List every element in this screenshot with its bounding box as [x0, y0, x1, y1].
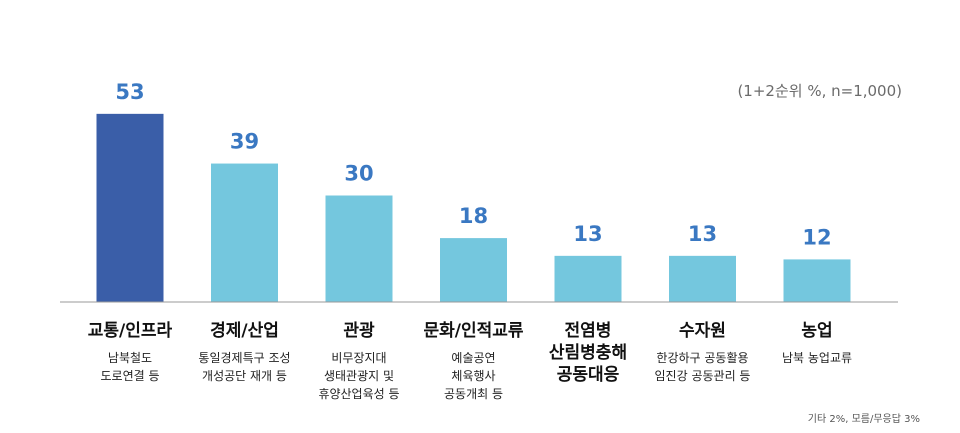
value-label-4: 13	[573, 222, 602, 246]
bar-0	[96, 113, 164, 302]
bar-1	[211, 163, 278, 302]
category-detail-3-2: 공동개최 등	[444, 387, 503, 401]
category-detail-6-0: 남북 농업교류	[782, 351, 852, 365]
category-detail-1-1: 개성공단 재개 등	[202, 369, 287, 383]
category-label-0: 교통/인프라	[88, 321, 173, 341]
category-label-2: 관광	[343, 321, 375, 341]
footnote: 기타 2%, 모름/무응답 3%	[807, 414, 920, 425]
value-label-3: 18	[459, 204, 488, 228]
value-label-0: 53	[115, 80, 144, 104]
category-label-5: 수자원	[679, 321, 726, 341]
value-label-2: 30	[344, 162, 373, 186]
bar-2	[325, 195, 393, 302]
category-label-3: 문화/인적교류	[423, 321, 523, 341]
category-detail-1-0: 통일경제특구 조성	[198, 351, 290, 365]
category-detail-2-0: 비무장지대	[331, 351, 386, 365]
category-label-6: 농업	[801, 321, 832, 341]
category-detail-0-0: 남북철도	[108, 351, 152, 365]
category-detail-2-1: 생태관광지 및	[324, 369, 394, 383]
category-label-4-1: 산림병충해	[549, 343, 627, 363]
category-detail-0-1: 도로연결 등	[100, 369, 159, 383]
value-label-6: 12	[802, 225, 831, 249]
bar-5	[669, 255, 736, 302]
category-label-4-2: 공동대응	[557, 365, 620, 385]
bar-3	[440, 238, 507, 302]
category-detail-2-2: 휴양산업육성 등	[318, 387, 399, 401]
category-label-4-0: 전염병	[565, 321, 612, 341]
category-label-1: 경제/산업	[210, 321, 279, 341]
value-label-5: 13	[688, 222, 717, 246]
category-detail-3-1: 체육행사	[451, 368, 495, 383]
bar-6	[783, 259, 851, 302]
category-detail-5-0: 한강하구 공동활용	[656, 351, 748, 365]
bars-group	[96, 113, 851, 302]
category-detail-5-1: 임진강 공동관리 등	[655, 369, 751, 383]
bar-4	[554, 255, 622, 302]
value-label-1: 39	[230, 130, 259, 154]
sample-note: (1+2순위 %, n=1,000)	[737, 82, 902, 100]
category-detail-3-0: 예술공연	[451, 351, 495, 365]
